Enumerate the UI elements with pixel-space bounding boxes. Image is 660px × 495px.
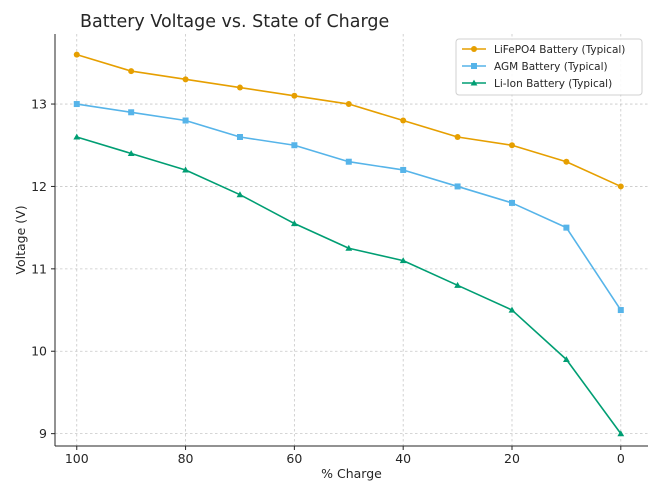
data-point bbox=[400, 166, 407, 173]
data-point bbox=[617, 307, 624, 314]
data-point bbox=[617, 430, 625, 437]
legend-label: LiFePO4 Battery (Typical) bbox=[494, 44, 625, 56]
series-1 bbox=[73, 51, 624, 190]
data-point bbox=[73, 133, 81, 140]
y-tick-label: 11 bbox=[31, 261, 47, 276]
data-point bbox=[290, 220, 298, 227]
legend-marker bbox=[471, 46, 477, 52]
y-tick-label: 12 bbox=[31, 179, 47, 194]
chart-title: Battery Voltage vs. State of Charge bbox=[80, 12, 389, 32]
data-point bbox=[400, 117, 407, 124]
y-tick-label: 10 bbox=[31, 344, 47, 359]
data-point bbox=[182, 166, 189, 173]
y-axis-title: Voltage (V) bbox=[13, 205, 28, 274]
data-point bbox=[345, 244, 353, 251]
data-point bbox=[236, 134, 243, 140]
data-point bbox=[563, 224, 570, 231]
data-point bbox=[508, 199, 515, 206]
data-point bbox=[236, 191, 244, 198]
series bbox=[73, 51, 625, 437]
data-point bbox=[128, 109, 135, 116]
data-point bbox=[236, 84, 243, 91]
data-point bbox=[563, 158, 570, 165]
legend-item: AGM Battery (Typical) bbox=[462, 61, 608, 73]
grid bbox=[55, 34, 648, 446]
series-line bbox=[76, 103, 622, 311]
legend-label: AGM Battery (Typical) bbox=[494, 61, 608, 73]
y-tick-label: 9 bbox=[39, 426, 47, 441]
data-point bbox=[454, 134, 461, 140]
data-point bbox=[508, 142, 515, 149]
data-point bbox=[454, 183, 461, 190]
y-tick-label: 13 bbox=[31, 97, 47, 112]
legend: LiFePO4 Battery (Typical) AGM Battery (Ty… bbox=[455, 38, 643, 96]
axes bbox=[54, 34, 648, 447]
x-tick-label: 80 bbox=[178, 451, 194, 466]
x-tick-label: 60 bbox=[286, 451, 302, 466]
x-tick-label: 100 bbox=[65, 451, 89, 466]
series-3 bbox=[73, 133, 625, 437]
legend-box bbox=[455, 38, 643, 96]
data-point bbox=[508, 306, 516, 313]
axis-ticks: 100 80 60 40 20 0 9 10 11 12 13 bbox=[31, 97, 625, 466]
x-tick-label: 0 bbox=[617, 451, 625, 466]
legend-marker bbox=[470, 79, 478, 86]
x-tick-label: 20 bbox=[504, 451, 520, 466]
legend-marker bbox=[471, 63, 477, 69]
data-point bbox=[562, 356, 570, 363]
data-point bbox=[399, 257, 407, 264]
data-point bbox=[617, 183, 624, 190]
data-point bbox=[345, 158, 352, 165]
data-point bbox=[345, 101, 352, 108]
legend-item: Li-Ion Battery (Typical) bbox=[462, 78, 612, 90]
data-point bbox=[73, 51, 80, 58]
x-tick-label: 40 bbox=[395, 451, 411, 466]
x-axis-title: % Charge bbox=[321, 466, 382, 481]
data-point bbox=[291, 92, 298, 99]
data-point bbox=[128, 68, 135, 75]
data-point bbox=[182, 76, 189, 83]
data-point bbox=[73, 101, 80, 108]
series-2 bbox=[73, 101, 624, 314]
data-point bbox=[127, 150, 135, 157]
data-point bbox=[454, 281, 461, 288]
series-line bbox=[76, 136, 622, 435]
data-point bbox=[291, 142, 298, 149]
legend-item: LiFePO4 Battery (Typical) bbox=[462, 44, 625, 56]
data-point bbox=[182, 117, 189, 124]
legend-label: Li-Ion Battery (Typical) bbox=[494, 78, 612, 90]
